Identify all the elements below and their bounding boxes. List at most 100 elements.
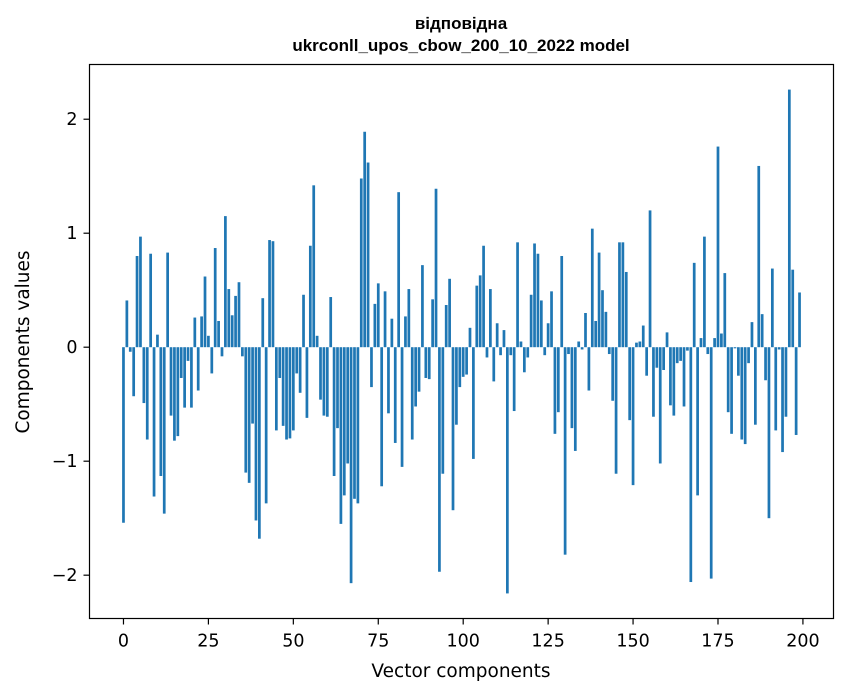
bar-72	[366, 162, 370, 348]
bar-47	[281, 347, 285, 426]
bar-168	[692, 262, 696, 348]
bar-100	[461, 347, 465, 377]
bar-153	[641, 325, 645, 348]
bar-67	[349, 347, 353, 584]
bar-1	[125, 300, 129, 348]
bar-197	[791, 269, 795, 348]
bar-174	[713, 338, 716, 348]
bar-104	[475, 285, 479, 348]
bar-101	[465, 347, 468, 375]
bar-145	[614, 347, 618, 474]
bar-10	[156, 334, 159, 348]
bar-85	[410, 347, 414, 440]
bar-89	[424, 347, 428, 378]
bar-183	[743, 347, 747, 445]
bar-30	[224, 216, 227, 348]
bar-13	[166, 252, 169, 348]
bar-124	[543, 347, 547, 356]
bar-4	[135, 256, 139, 348]
bar-199	[798, 292, 801, 348]
x-tick-label: 150	[616, 632, 649, 652]
bar-37	[247, 347, 251, 483]
bar-93	[438, 347, 441, 572]
bar-111	[499, 347, 502, 356]
bar-43	[268, 240, 271, 348]
bar-91	[431, 299, 434, 348]
bar-56	[312, 185, 316, 348]
bar-6	[142, 347, 146, 404]
y-axis-label: Components values	[13, 250, 34, 433]
bar-32	[230, 315, 234, 348]
bar-122	[536, 253, 540, 348]
bar-86	[414, 347, 417, 407]
bar-149	[628, 347, 632, 421]
bar-120	[529, 294, 533, 348]
y-tick-label: 2	[66, 110, 77, 130]
plot-frame	[88, 63, 835, 620]
bar-193	[777, 347, 781, 350]
bar-12	[162, 347, 166, 514]
bar-36	[244, 347, 248, 473]
bar-185	[750, 322, 754, 348]
bar-29	[220, 347, 224, 357]
bar-9	[152, 347, 156, 497]
bar-132	[570, 347, 574, 429]
bar-180	[733, 347, 737, 349]
x-tick-label: 175	[701, 632, 734, 652]
bar-144	[611, 347, 615, 401]
bar-24	[203, 276, 207, 348]
bar-194	[781, 347, 784, 453]
bar-178	[726, 347, 730, 413]
bar-45	[274, 347, 278, 431]
bar-73	[370, 347, 373, 388]
bar-125	[546, 323, 550, 348]
bar-63	[336, 347, 339, 429]
bar-38	[251, 347, 254, 424]
bar-69	[356, 347, 360, 504]
bar-7	[145, 347, 149, 440]
bar-79	[390, 318, 394, 348]
bar-110	[495, 323, 499, 348]
bar-31	[227, 289, 231, 348]
bar-143	[607, 347, 611, 355]
bar-115	[512, 347, 516, 412]
bar-176	[720, 333, 723, 348]
bar-157	[655, 347, 659, 368]
bar-198	[794, 347, 798, 435]
bar-148	[624, 271, 628, 348]
bar-40	[258, 347, 261, 539]
bar-117	[519, 341, 523, 348]
bar-58	[319, 347, 322, 400]
bar-186	[754, 347, 757, 425]
chart-title-line-1: відповідна	[415, 14, 508, 33]
bar-127	[553, 347, 557, 434]
bar-177	[723, 273, 727, 348]
bar-105	[478, 275, 482, 348]
y-tick-label: −2	[52, 566, 78, 586]
bar-140	[597, 252, 601, 348]
y-axis-ticks: −2 −1 0 1 2	[52, 110, 90, 586]
bar-150	[631, 347, 635, 486]
bar-121	[533, 243, 536, 348]
bar-126	[550, 291, 553, 348]
bar-192	[774, 347, 778, 431]
bar-95	[444, 305, 448, 348]
bar-19	[186, 347, 190, 361]
bar-170	[699, 338, 703, 348]
bar-60	[325, 347, 329, 417]
bar-114	[509, 347, 513, 356]
bar-107	[485, 347, 489, 358]
x-tick-label: 50	[282, 632, 304, 652]
bar-196	[787, 89, 791, 348]
bar-80	[393, 347, 397, 443]
chart-title-line-2: ukrconll_upos_cbow_200_10_2022 model	[292, 36, 629, 55]
bar-50	[291, 347, 295, 431]
bar-61	[329, 297, 333, 348]
bar-84	[407, 289, 411, 348]
bar-188	[760, 314, 764, 348]
bar-152	[638, 341, 642, 348]
x-axis-ticks: 0 25 50 75 100 125 150 175 200	[118, 618, 820, 652]
bar-21	[193, 317, 197, 348]
bar-98	[455, 347, 458, 425]
